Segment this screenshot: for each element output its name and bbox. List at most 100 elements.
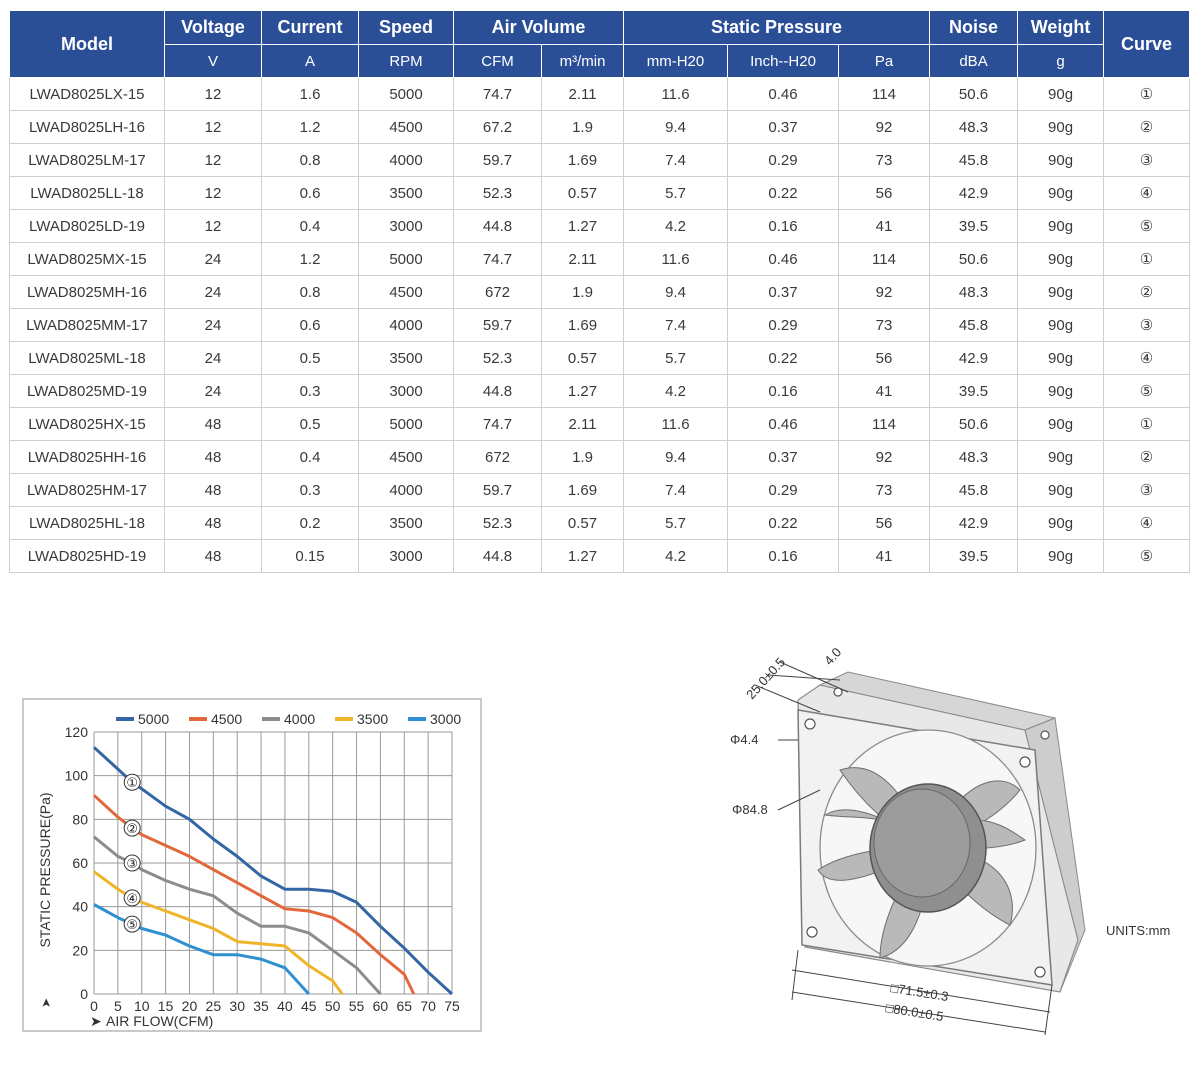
curve-marker-ring	[123, 819, 141, 837]
cell-curve: ②	[1103, 110, 1191, 144]
cell-weight: 90g	[1017, 473, 1105, 507]
dim-hole-dia: Φ4.4	[730, 732, 758, 747]
x-tick-label: 70	[420, 998, 436, 1014]
legend-label: 4000	[284, 711, 315, 727]
cell-current: 0.8	[261, 275, 359, 309]
fan-dimension-drawing: 25.0±0.5 4.0 Φ4.4 Φ84.8 □71.5±0.3 □80.0±…	[730, 645, 1170, 1036]
cell-m3-min: 1.69	[541, 473, 624, 507]
table-row: LWAD8025LX-15 12 1.6 5000 74.7 2.11 11.6 0.46 11…	[9, 77, 1191, 111]
unit-m3-min: m³/min	[541, 44, 624, 78]
curve-marker-ring	[123, 773, 141, 791]
cell-inch-h2o: 0.22	[727, 176, 839, 210]
cell-pa: 41	[837, 539, 931, 573]
cell-current: 0.2	[261, 506, 359, 540]
cell-noise: 42.9	[929, 341, 1019, 375]
cell-noise: 48.3	[929, 110, 1019, 144]
cell-current: 0.6	[261, 308, 359, 342]
unit-inch-h2o: Inch--H20	[727, 44, 839, 78]
table-row: LWAD8025MX-15 24 1.2 5000 74.7 2.11 11.6 0.46 11…	[9, 242, 1191, 276]
cell-mm-h2o: 5.7	[623, 341, 728, 375]
cell-inch-h2o: 0.37	[727, 275, 839, 309]
cell-pa: 56	[837, 176, 931, 210]
cell-current: 0.3	[261, 374, 359, 408]
fan-body	[797, 671, 1086, 993]
y-tick-label: 100	[65, 768, 89, 784]
header-model: Model	[9, 10, 165, 78]
cell-speed: 3000	[358, 374, 454, 408]
cell-model: LWAD8025HX-15	[9, 407, 165, 441]
cell-current: 0.6	[261, 176, 359, 210]
cell-current: 0.3	[261, 473, 359, 507]
header-air-volume: Air Volume	[453, 10, 624, 45]
legend-label: 3500	[357, 711, 388, 727]
cell-mm-h2o: 11.6	[623, 242, 728, 276]
cell-voltage: 48	[164, 473, 262, 507]
cell-cfm: 52.3	[453, 176, 542, 210]
cell-weight: 90g	[1017, 440, 1105, 474]
dim-fan-dia: Φ84.8	[732, 802, 768, 817]
x-tick-label: 45	[301, 998, 317, 1014]
cell-cfm: 44.8	[453, 374, 542, 408]
x-tick-label: 10	[134, 998, 150, 1014]
cell-mm-h2o: 5.7	[623, 176, 728, 210]
y-axis-title: STATIC PRESSURE(Pa)	[37, 792, 53, 947]
table-row: LWAD8025LD-19 12 0.4 3000 44.8 1.27 4.2 0.16 41 3…	[9, 209, 1191, 243]
cell-pa: 73	[837, 308, 931, 342]
unit-current: A	[261, 44, 359, 78]
cell-current: 1.2	[261, 110, 359, 144]
cell-inch-h2o: 0.22	[727, 341, 839, 375]
cell-noise: 42.9	[929, 506, 1019, 540]
cell-inch-h2o: 0.16	[727, 539, 839, 573]
cell-mm-h2o: 4.2	[623, 539, 728, 573]
cell-curve: ④	[1103, 506, 1191, 540]
cell-m3-min: 2.11	[541, 77, 624, 111]
cell-model: LWAD8025MH-16	[9, 275, 165, 309]
cell-inch-h2o: 0.46	[727, 242, 839, 276]
table-row: LWAD8025HX-15 48 0.5 5000 74.7 2.11 11.6 0.46 11…	[9, 407, 1191, 441]
cell-model: LWAD8025HD-19	[9, 539, 165, 573]
cell-curve: ④	[1103, 176, 1191, 210]
table-row: LWAD8025MH-16 24 0.8 4500 672 1.9 9.4 0.37 92 48.…	[9, 275, 1191, 309]
cell-cfm: 74.7	[453, 407, 542, 441]
cell-speed: 5000	[358, 242, 454, 276]
cell-speed: 4500	[358, 440, 454, 474]
cell-voltage: 48	[164, 440, 262, 474]
y-axis-arrow: ➤	[39, 998, 53, 1008]
cell-m3-min: 1.9	[541, 110, 624, 144]
cell-voltage: 48	[164, 407, 262, 441]
curve-marker-label: ①	[126, 776, 138, 791]
cell-noise: 50.6	[929, 407, 1019, 441]
cell-m3-min: 1.69	[541, 308, 624, 342]
cell-current: 1.6	[261, 77, 359, 111]
cell-voltage: 24	[164, 341, 262, 375]
curve-marker-ring	[123, 915, 141, 933]
x-tick-label: 5	[114, 998, 122, 1014]
unit-cfm: CFM	[453, 44, 542, 78]
cell-noise: 39.5	[929, 539, 1019, 573]
dimension-lines	[754, 661, 1053, 1036]
cell-cfm: 74.7	[453, 242, 542, 276]
cell-mm-h2o: 4.2	[623, 374, 728, 408]
cell-model: LWAD8025MM-17	[9, 308, 165, 342]
cell-mm-h2o: 7.4	[623, 473, 728, 507]
cell-cfm: 52.3	[453, 341, 542, 375]
cell-m3-min: 1.27	[541, 539, 624, 573]
table-row: LWAD8025HH-16 48 0.4 4500 672 1.9 9.4 0.37 92 48.…	[9, 440, 1191, 474]
x-tick-label: 60	[373, 998, 389, 1014]
unit-mm-h2o: mm-H20	[623, 44, 728, 78]
cell-noise: 45.8	[929, 143, 1019, 177]
cell-weight: 90g	[1017, 374, 1105, 408]
cell-weight: 90g	[1017, 242, 1105, 276]
cell-weight: 90g	[1017, 308, 1105, 342]
cell-speed: 3500	[358, 506, 454, 540]
cell-mm-h2o: 11.6	[623, 77, 728, 111]
cell-pa: 92	[837, 275, 931, 309]
cell-curve: ⑤	[1103, 374, 1191, 408]
cell-cfm: 52.3	[453, 506, 542, 540]
cell-m3-min: 2.11	[541, 407, 624, 441]
cell-m3-min: 2.11	[541, 242, 624, 276]
dim-flange: 4.0	[821, 645, 844, 668]
cell-speed: 4000	[358, 473, 454, 507]
header-curve: Curve	[1103, 10, 1191, 78]
unit-pa: Pa	[837, 44, 931, 78]
